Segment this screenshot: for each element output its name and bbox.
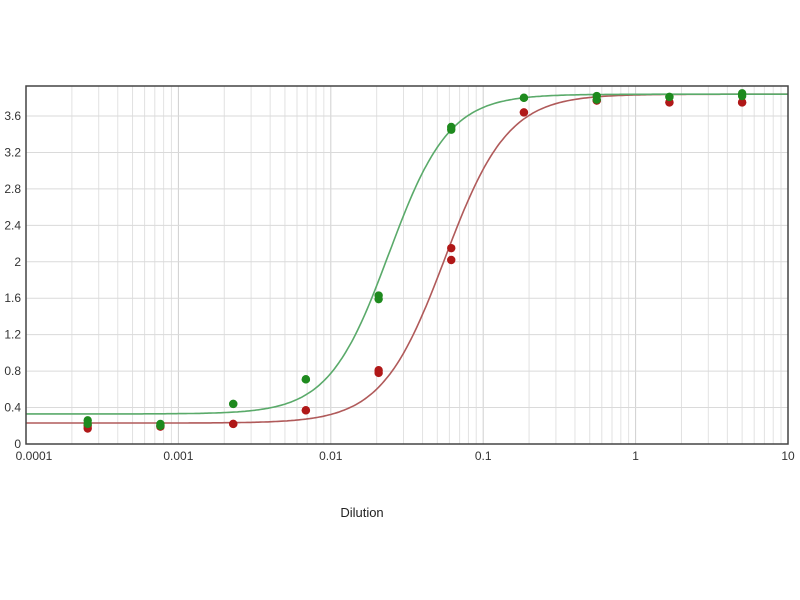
data-points xyxy=(83,89,747,433)
data-point xyxy=(374,368,383,378)
y-tick-label: 1.2 xyxy=(4,328,21,342)
fit-curves xyxy=(26,93,788,424)
x-tick-label: 0.0001 xyxy=(16,449,53,463)
data-point xyxy=(447,255,456,265)
x-axis-ticks: 0.0001 0.001 0.01 0.1 1 10 xyxy=(16,449,795,463)
x-tick-label: 0.1 xyxy=(475,449,492,463)
y-tick-label: 0 xyxy=(14,437,21,451)
y-tick-label: 0.8 xyxy=(4,364,21,378)
data-point xyxy=(737,91,747,101)
y-tick-label: 2.4 xyxy=(4,218,21,232)
x-tick-label: 0.01 xyxy=(319,449,343,463)
grid xyxy=(25,86,788,445)
x-tick-label: 1 xyxy=(632,449,639,463)
data-point xyxy=(301,406,311,415)
y-tick-label: 2.8 xyxy=(4,182,21,196)
y-tick-label: 1.6 xyxy=(4,291,21,305)
x-axis-label: Dilution xyxy=(340,505,383,520)
y-tick-label: 3.6 xyxy=(4,109,21,123)
data-point xyxy=(229,419,238,429)
x-tick-label: 10 xyxy=(781,449,795,463)
y-tick-label: 2 xyxy=(14,255,21,269)
y-tick-label: 3.2 xyxy=(4,145,21,159)
data-point xyxy=(665,92,674,102)
plot-frame xyxy=(25,85,789,445)
data-point xyxy=(447,243,456,253)
y-axis-ticks: 0 0.4 0.8 1.2 1.6 2 2.4 2.8 3.2 3.6 xyxy=(4,109,21,451)
data-point xyxy=(83,419,92,429)
data-point xyxy=(592,95,601,104)
data-point xyxy=(519,93,529,103)
fit-curve xyxy=(26,93,788,424)
data-point xyxy=(447,125,456,134)
y-tick-label: 0.4 xyxy=(4,401,21,415)
x-tick-label: 0.001 xyxy=(163,449,193,463)
fit-curve xyxy=(26,93,788,415)
data-point xyxy=(156,421,165,430)
data-point xyxy=(301,375,311,384)
data-point xyxy=(737,98,747,107)
data-point xyxy=(229,399,238,409)
data-point xyxy=(374,294,383,304)
data-point xyxy=(519,108,529,117)
